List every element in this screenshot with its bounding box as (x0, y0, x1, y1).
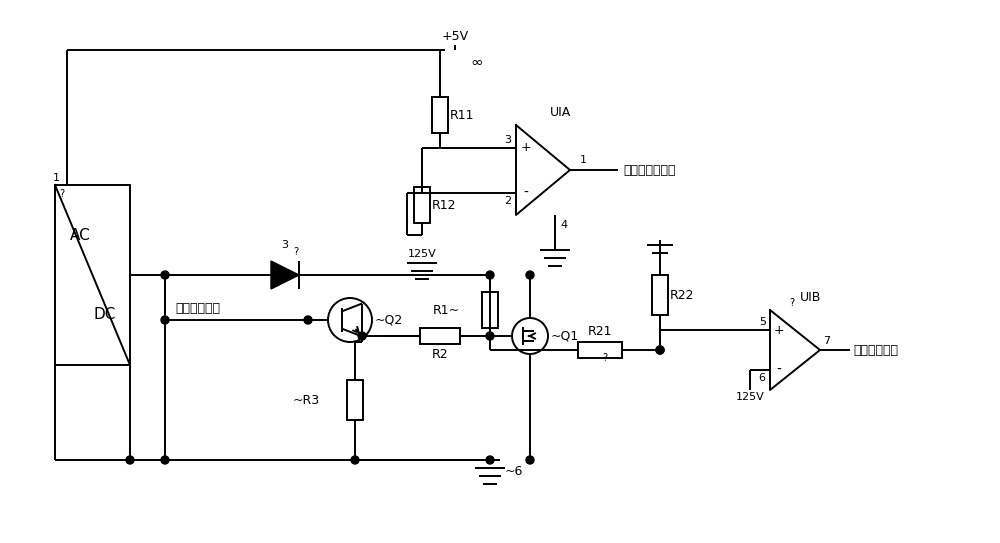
Bar (652, 275, 668, 315)
Text: +: + (521, 141, 531, 154)
Text: -: - (777, 363, 781, 377)
Circle shape (161, 271, 169, 279)
Bar (414, 187, 430, 223)
Bar (420, 328, 460, 344)
Circle shape (486, 271, 494, 279)
Text: 125V: 125V (736, 392, 764, 402)
Text: -: - (524, 186, 528, 199)
Text: 3: 3 (504, 135, 511, 144)
Text: DC: DC (93, 307, 116, 322)
Polygon shape (271, 261, 299, 289)
Text: ~R3: ~R3 (293, 394, 320, 407)
Circle shape (358, 332, 366, 340)
Bar (432, 97, 448, 133)
Text: 125V: 125V (408, 249, 436, 259)
Text: 5: 5 (759, 317, 766, 327)
Text: ?: ? (602, 353, 608, 363)
Text: ~Q2: ~Q2 (375, 313, 403, 326)
Text: 7: 7 (823, 336, 830, 346)
Bar (482, 292, 498, 328)
Text: R12: R12 (432, 199, 456, 212)
Text: +: + (774, 324, 784, 337)
Circle shape (526, 271, 534, 279)
Text: +5V: +5V (441, 30, 469, 43)
Text: 1: 1 (53, 173, 60, 183)
Circle shape (486, 332, 494, 340)
Circle shape (161, 316, 169, 324)
Text: 1: 1 (580, 155, 587, 165)
Circle shape (656, 346, 664, 354)
Text: UIB: UIB (800, 291, 821, 304)
Text: 充电机故障信号: 充电机故障信号 (623, 163, 676, 176)
Text: R1~: R1~ (433, 304, 460, 317)
Text: R21: R21 (588, 325, 612, 338)
Text: R2: R2 (432, 348, 448, 361)
Text: ?: ? (59, 189, 64, 199)
Circle shape (351, 456, 359, 464)
Circle shape (304, 316, 312, 324)
Circle shape (656, 346, 664, 354)
Text: ~Q1: ~Q1 (551, 330, 579, 343)
Text: 3: 3 (282, 240, 289, 250)
Text: 充电控制信号: 充电控制信号 (175, 302, 220, 315)
Circle shape (486, 456, 494, 464)
Text: UIA: UIA (550, 106, 571, 119)
Text: ?: ? (789, 298, 794, 308)
Bar (55, 185, 130, 365)
Text: ∞: ∞ (470, 54, 483, 70)
Text: 2: 2 (504, 195, 511, 205)
Text: 4: 4 (560, 220, 567, 230)
Text: ~6: ~6 (505, 465, 523, 478)
Bar (347, 380, 363, 420)
Text: ?: ? (293, 247, 298, 257)
Circle shape (161, 456, 169, 464)
Text: 电池故障信号: 电池故障信号 (853, 344, 898, 357)
Text: AC: AC (70, 228, 91, 243)
Text: 6: 6 (758, 373, 765, 383)
Text: R11: R11 (450, 109, 475, 122)
Circle shape (526, 456, 534, 464)
Text: R22: R22 (670, 288, 694, 301)
Circle shape (126, 456, 134, 464)
Bar (578, 342, 622, 358)
